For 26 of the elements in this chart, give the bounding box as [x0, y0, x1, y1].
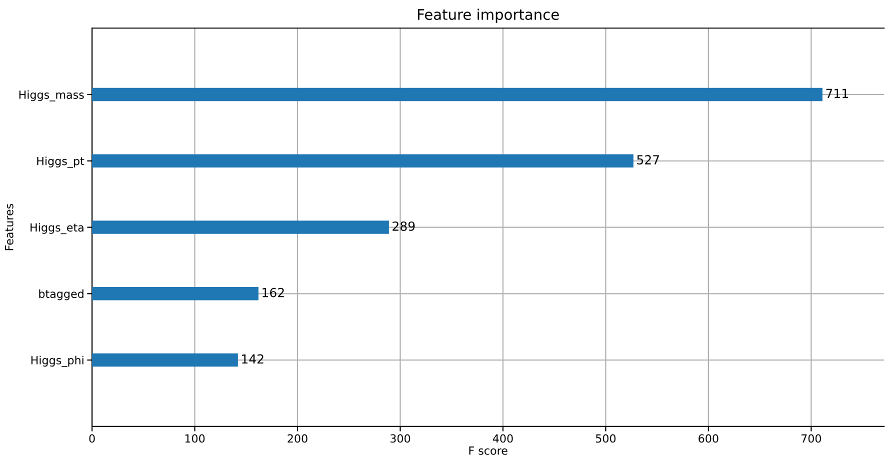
- bar: [92, 287, 258, 300]
- bar: [92, 220, 389, 234]
- chart-title: Feature importance: [418, 8, 559, 23]
- data-label: 162: [262, 288, 284, 298]
- y-tick-label: Higgs_pt: [37, 156, 84, 168]
- x-tick-label: 0: [89, 434, 95, 443]
- bar: [92, 353, 238, 367]
- bar: [92, 88, 822, 102]
- y-tick-label: btagged: [39, 289, 84, 300]
- x-tick-label: 300: [390, 434, 410, 443]
- x-tick-label: 600: [698, 434, 718, 443]
- data-label: 142: [242, 354, 264, 364]
- y-tick-label: Higgs_mass: [19, 90, 84, 102]
- data-label: 289: [392, 221, 415, 231]
- x-axis-title: F score: [469, 446, 508, 455]
- x-tick-label: 200: [288, 434, 308, 443]
- y-tick-label: Higgs_eta: [30, 223, 84, 234]
- bar: [92, 154, 634, 168]
- x-tick-label: 100: [185, 434, 205, 443]
- data-label: 527: [637, 155, 660, 165]
- x-tick-label: 700: [801, 434, 822, 443]
- y-tick-label: Higgs_phi: [31, 356, 84, 367]
- x-tick-label: 400: [492, 434, 513, 443]
- data-label: 711: [826, 88, 848, 98]
- x-tick-label: 500: [596, 434, 616, 443]
- y-axis-title: Features: [5, 204, 14, 250]
